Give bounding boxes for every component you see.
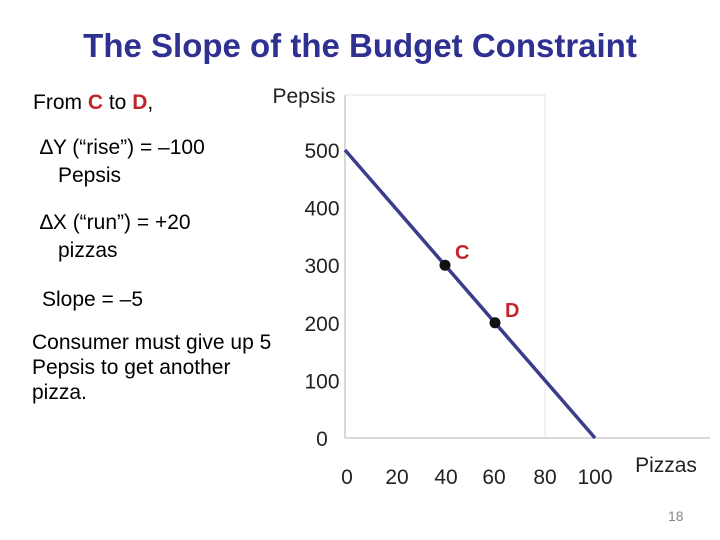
point-c-label-text: C bbox=[87, 91, 103, 114]
y-tick-label-300: 300 bbox=[304, 255, 339, 278]
x-tick-label-60: 60 bbox=[482, 466, 505, 489]
x-tick-label-80: 80 bbox=[533, 466, 556, 489]
budget-line bbox=[343, 148, 597, 440]
y-tick-label-200: 200 bbox=[304, 313, 339, 336]
slope-text: Slope = –5 bbox=[42, 288, 144, 311]
from-suffix: , bbox=[147, 91, 154, 114]
page-number: 18 bbox=[668, 508, 684, 524]
y-tick-label-100: 100 bbox=[304, 370, 339, 393]
y-tick-label-500: 500 bbox=[304, 140, 339, 163]
delta-y-text: ∆Y (“rise”) = –100 bbox=[40, 136, 205, 159]
from-c-to-d-text: From C to D, bbox=[33, 90, 153, 115]
point-d bbox=[489, 317, 501, 329]
point-c bbox=[439, 259, 451, 271]
x-axis-label: Pizzas bbox=[635, 454, 697, 477]
point-d-label-text: D bbox=[132, 91, 148, 114]
to-word: to bbox=[103, 91, 133, 114]
y-tick-label-0: 0 bbox=[316, 428, 328, 451]
y-tick-label-400: 400 bbox=[304, 198, 339, 221]
point-label-d: D bbox=[505, 300, 519, 322]
from-prefix: From bbox=[33, 91, 88, 114]
y-axis-label: Pepsis bbox=[272, 85, 335, 108]
point-label-c: C bbox=[455, 242, 469, 264]
x-tick-label-40: 40 bbox=[434, 466, 457, 489]
delta-y-unit-text: Pepsis bbox=[58, 164, 122, 187]
consumer-explanation-text: Consumer must give up 5 Pepsis to get an… bbox=[32, 331, 272, 404]
x-tick-label-0: 0 bbox=[341, 466, 353, 489]
delta-x-unit-text: pizzas bbox=[58, 239, 118, 262]
delta-x-text: ∆X (“run”) = +20 bbox=[40, 211, 191, 234]
x-tick-label-20: 20 bbox=[385, 466, 408, 489]
x-tick-label-100: 100 bbox=[577, 466, 612, 489]
slide-title: The Slope of the Budget Constraint bbox=[83, 27, 637, 64]
